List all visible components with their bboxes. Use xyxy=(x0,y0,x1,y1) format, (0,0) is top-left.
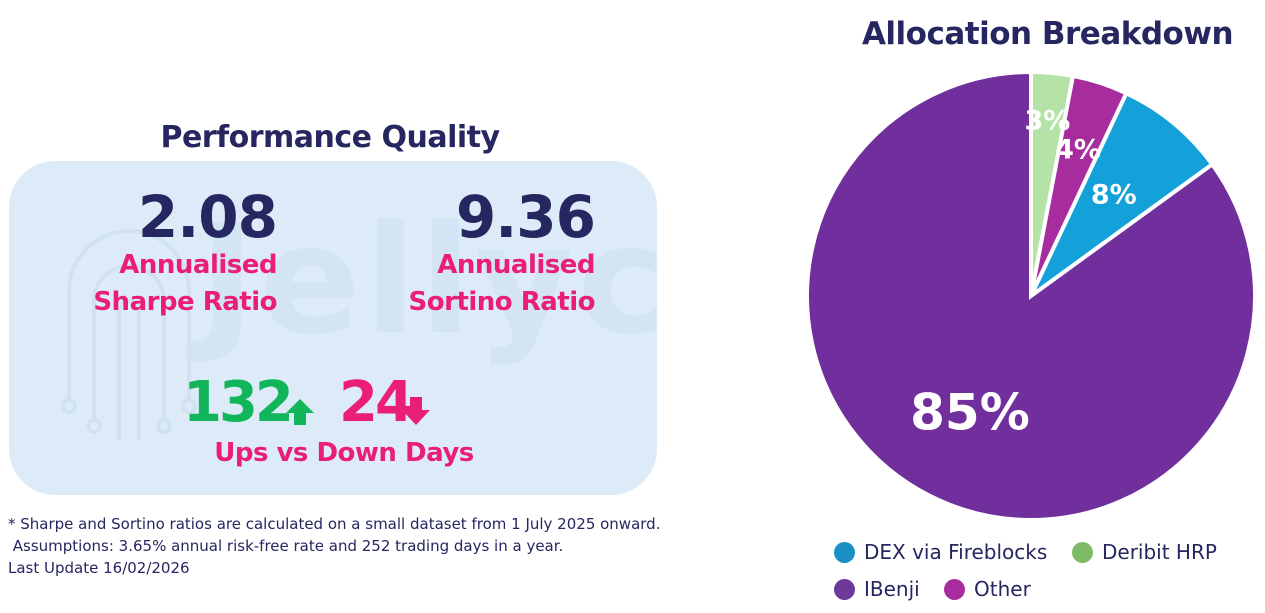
legend-swatch xyxy=(1072,541,1093,563)
sortino-value: 9.36 xyxy=(455,183,596,251)
footnote: * Sharpe and Sortino ratios are calculat… xyxy=(8,513,660,579)
legend-item: IBenji xyxy=(834,577,920,601)
sortino-label-line2: Sortino Ratio xyxy=(408,287,596,317)
pie-slice-ibenji xyxy=(805,69,1257,522)
pie-label-other: 4% xyxy=(1055,135,1101,166)
updown-label: Ups vs Down Days xyxy=(214,438,474,468)
legend-item: DEX via Fireblocks xyxy=(834,540,1047,564)
circuit-watermark-icon xyxy=(61,229,197,441)
updown-counts: 132 24 xyxy=(183,373,483,433)
legend-swatch xyxy=(834,541,855,563)
sharpe-metric: 2.08 Annualised Sharpe Ratio xyxy=(49,183,278,321)
footnote-line: Assumptions: 3.65% annual risk-free rate… xyxy=(8,537,564,555)
pie-slice-dex-via-fireblocks xyxy=(1029,90,1216,298)
legend-label: Other xyxy=(974,577,1031,601)
last-update: Last Update 16/02/2026 xyxy=(8,559,190,577)
legend-swatch xyxy=(944,578,965,600)
legend-label: Deribit HRP xyxy=(1102,540,1217,564)
pie-label-ibenji: 85% xyxy=(910,383,1030,441)
up-days-value: 132 xyxy=(183,370,294,435)
sharpe-value: 2.08 xyxy=(137,183,278,251)
arrow-down-icon xyxy=(402,397,430,425)
sortino-metric: 9.36 Annualised Sortino Ratio xyxy=(349,183,596,321)
legend-label: DEX via Fireblocks xyxy=(864,540,1048,564)
sharpe-label-line1: Annualised xyxy=(119,250,277,280)
legend-label: IBenji xyxy=(864,577,920,601)
down-days-value: 24 xyxy=(339,370,414,435)
footnote-line: * Sharpe and Sortino ratios are calculat… xyxy=(8,515,661,533)
performance-title: Performance Quality xyxy=(160,120,500,155)
performance-card: Jellyc 2.08 Annualised Sharpe Ratio 9.36… xyxy=(9,161,657,495)
pie-label-deribit-hrp: 3% xyxy=(1025,106,1071,137)
legend-swatch xyxy=(834,578,855,600)
legend-item: Other xyxy=(944,577,1031,601)
pie-label-dex-via-fireblocks: 8% xyxy=(1091,179,1137,210)
allocation-pie-chart: 3%4% 8% 85% xyxy=(805,69,1257,522)
arrow-up-icon xyxy=(286,399,314,425)
allocation-title: Allocation Breakdown xyxy=(861,16,1234,52)
legend-item: Deribit HRP xyxy=(1072,540,1217,564)
sharpe-label-line2: Sharpe Ratio xyxy=(93,287,277,317)
sortino-label-line1: Annualised xyxy=(437,250,595,280)
watermark-text: Jellyc xyxy=(199,194,657,368)
